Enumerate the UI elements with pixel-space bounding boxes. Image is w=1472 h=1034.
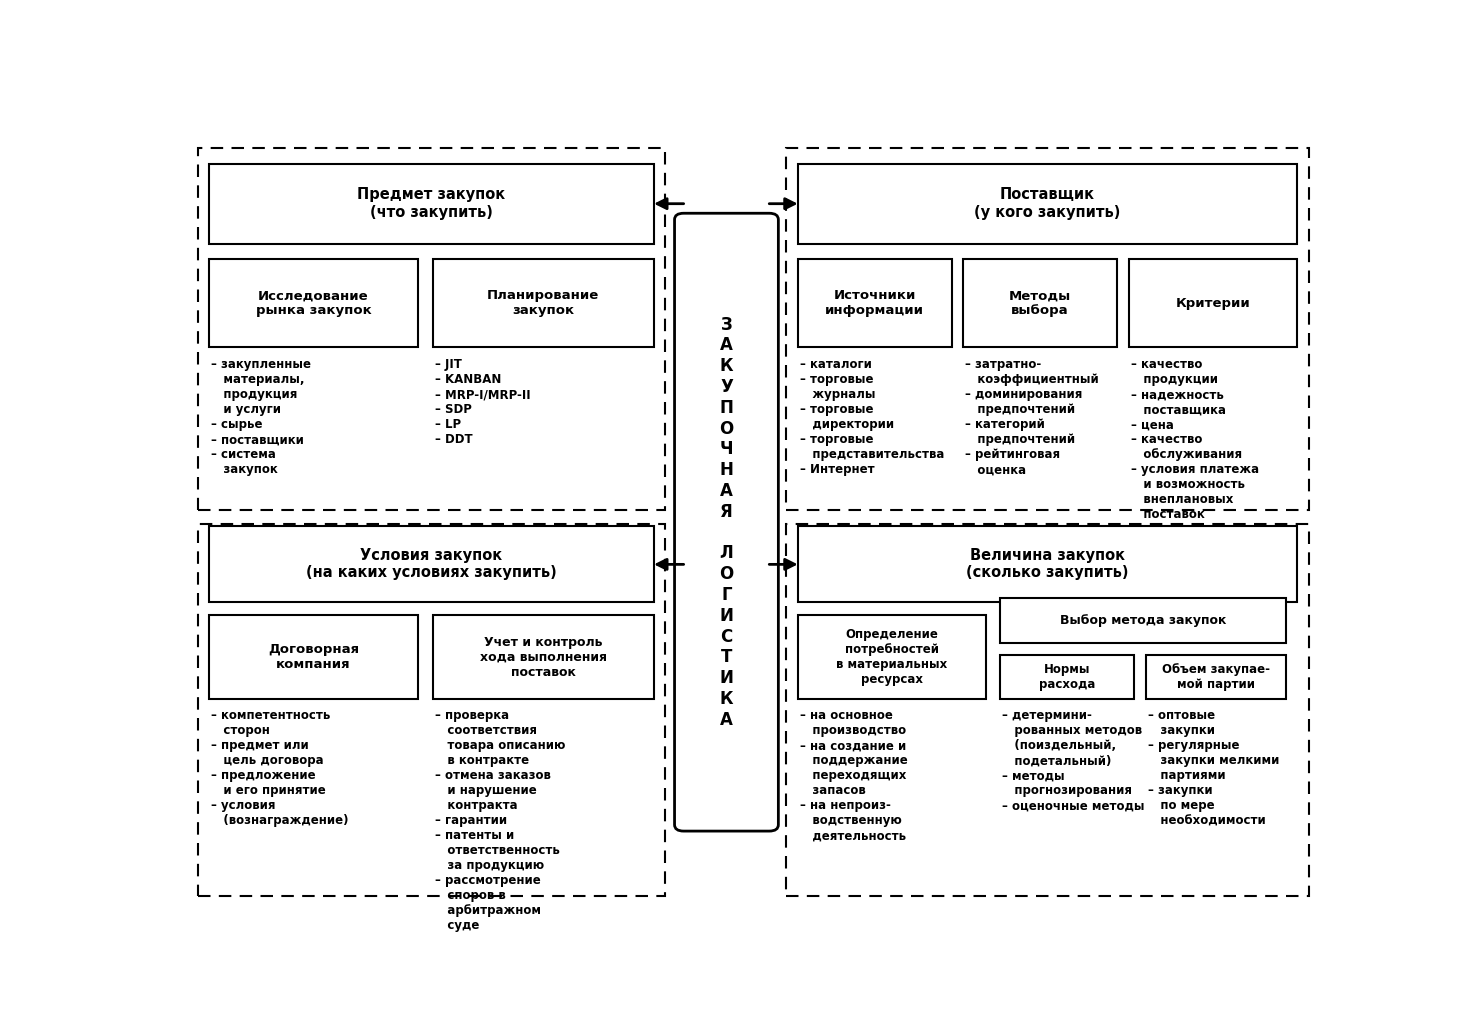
Bar [1145,656,1287,699]
Text: – каталоги
– торговые
   журналы
– торговые
   директории
– торговые
   представ: – каталоги – торговые журналы – торговые… [801,358,945,476]
Bar [1129,260,1297,347]
Text: Планирование
закупок: Планирование закупок [487,290,599,317]
Text: Нормы
расхода: Нормы расхода [1039,663,1095,691]
Text: – на основное
   производство
– на создание и
   поддержание
   переходящих
   з: – на основное производство – на создание… [801,709,908,843]
Text: Поставщик
(у кого закупить): Поставщик (у кого закупить) [974,187,1120,220]
Bar [798,164,1297,244]
Bar [798,615,986,699]
Bar [197,524,665,896]
Bar [197,148,665,510]
Bar [209,615,418,699]
Text: Предмет закупок
(что закупить): Предмет закупок (что закупить) [358,187,505,220]
Bar [786,524,1309,896]
Text: Выбор метода закупок: Выбор метода закупок [1060,614,1226,627]
Text: Критерии: Критерии [1176,297,1250,310]
Bar [999,598,1287,643]
Text: Договорная
компания: Договорная компания [268,643,359,671]
Text: Величина закупок
(сколько закупить): Величина закупок (сколько закупить) [966,548,1129,580]
Text: Объем закупае-
мой партии: Объем закупае- мой партии [1161,663,1270,691]
Bar [798,526,1297,602]
Text: – закупленные
   материалы,
   продукция
   и услуги
– сырье
– поставщики
– сист: – закупленные материалы, продукция и усл… [212,358,312,476]
Text: З
А
К
У
П
О
Ч
Н
А
Я
 
Л
О
Г
И
С
Т
И
К
А: З А К У П О Ч Н А Я Л О Г И С Т И К А [720,315,733,729]
Text: Учет и контроль
хода выполнения
поставок: Учет и контроль хода выполнения поставок [480,636,606,678]
Bar [999,656,1135,699]
Text: Исследование
рынка закупок: Исследование рынка закупок [256,290,371,317]
Bar [963,260,1117,347]
Text: Условия закупок
(на каких условиях закупить): Условия закупок (на каких условиях закуп… [306,548,556,580]
Bar [209,526,654,602]
Text: – затратно-
   коэффициентный
– доминирования
   предпочтений
– категорий
   пре: – затратно- коэффициентный – доминирован… [966,358,1100,476]
Text: – оптовые
   закупки
– регулярные
   закупки мелкими
   партиями
– закупки
   по: – оптовые закупки – регулярные закупки м… [1148,709,1279,827]
Bar [433,260,654,347]
Bar [209,260,418,347]
Text: Определение
потребностей
в материальных
ресурсах: Определение потребностей в материальных … [836,628,948,687]
Bar [786,148,1309,510]
Bar [433,615,654,699]
Text: Методы
выбора: Методы выбора [1008,290,1072,317]
Text: – JIT
– KANBAN
– MRP-I/MRP-II
– SDP
– LP
– DDT: – JIT – KANBAN – MRP-I/MRP-II – SDP – LP… [436,358,530,446]
Text: – детермини-
   рованных методов
   (поиздельный,
   подетальный)
– методы
   пр: – детермини- рованных методов (поиздельн… [1002,709,1144,813]
Text: – качество
   продукции
– надежность
   поставщика
– цена
– качество
   обслужив: – качество продукции – надежность постав… [1130,358,1259,521]
Bar [209,164,654,244]
Text: – проверка
   соответствия
   товара описанию
   в контракте
– отмена заказов
  : – проверка соответствия товара описанию … [436,709,565,933]
Bar [798,260,952,347]
Text: Источники
информации: Источники информации [826,290,924,317]
Text: – компетентность
   сторон
– предмет или
   цель договора
– предложение
   и его: – компетентность сторон – предмет или це… [212,709,349,827]
FancyBboxPatch shape [674,213,779,831]
